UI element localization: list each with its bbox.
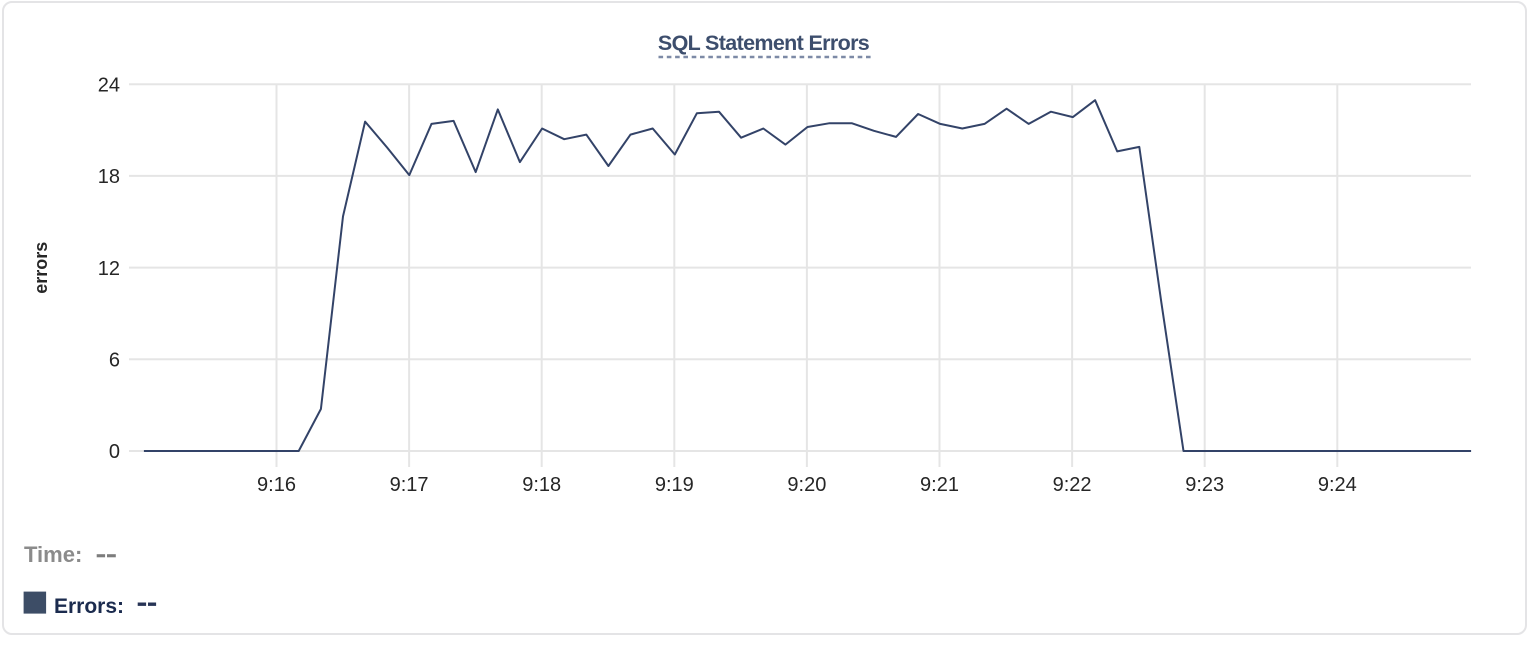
svg-text:9:24: 9:24 (1318, 474, 1357, 496)
svg-text:9:21: 9:21 (920, 474, 959, 496)
svg-text:Errors:: Errors: (54, 595, 124, 618)
svg-text:9:18: 9:18 (522, 474, 561, 496)
svg-text:6: 6 (109, 350, 120, 372)
svg-text:9:23: 9:23 (1185, 474, 1224, 496)
svg-text:errors: errors (31, 242, 51, 294)
svg-text:9:19: 9:19 (655, 474, 694, 496)
svg-text:9:20: 9:20 (787, 474, 826, 496)
svg-text:9:22: 9:22 (1053, 474, 1092, 496)
svg-text:9:16: 9:16 (257, 474, 296, 496)
svg-text:SQL Statement Errors: SQL Statement Errors (658, 31, 870, 55)
svg-text:0: 0 (109, 441, 120, 463)
svg-text:12: 12 (98, 258, 120, 280)
svg-text:18: 18 (98, 166, 120, 188)
svg-text:24: 24 (98, 74, 120, 96)
svg-text:Time:: Time: (24, 542, 82, 567)
svg-text:9:17: 9:17 (390, 474, 429, 496)
